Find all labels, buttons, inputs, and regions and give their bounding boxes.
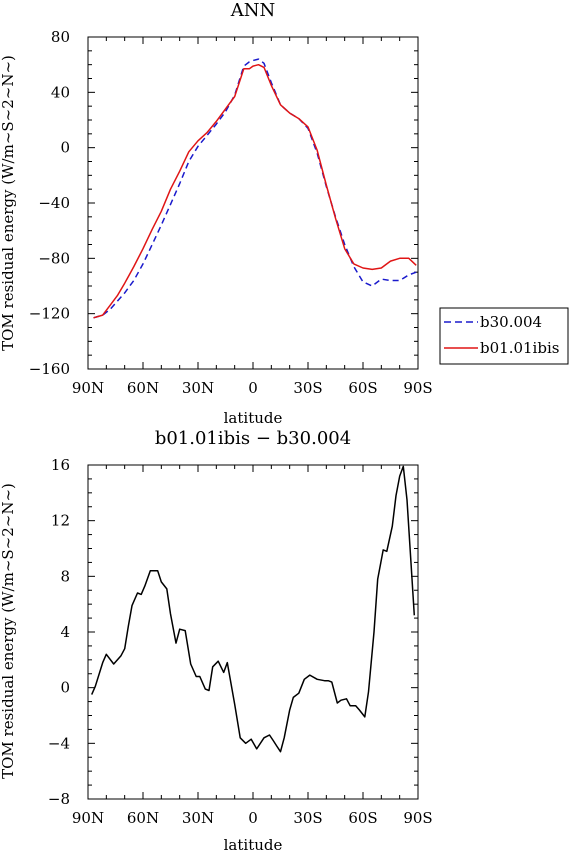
top-axis-ticks: 90N 60N 30N 0 30S 60S 90S 80 40 0 −40 −80 −120 −160 (29, 28, 433, 397)
top-x-tick-label-30n: 30N (182, 379, 214, 397)
bottom-x-tick-label-60n: 60N (127, 809, 159, 827)
bottom-chart-title: b01.01ibis − b30.004 (155, 428, 351, 449)
top-chart-title: ANN (230, 0, 276, 21)
top-y-axis-label: TOM residual energy (W/m~S~2~N~) (0, 55, 17, 351)
legend-label-b30-004: b30.004 (480, 313, 542, 331)
bottom-x-tick-label-90n: 90N (72, 809, 104, 827)
bottom-plot-frame (87, 464, 419, 800)
bottom-y-tick-label-neg8: −8 (48, 790, 70, 808)
bottom-x-tick-label-90s: 90S (403, 809, 432, 827)
bottom-x-axis-label: latitude (224, 836, 283, 852)
top-x-tick-label-30s: 30S (293, 379, 322, 397)
top-series-group (93, 58, 417, 319)
bottom-x-tick-label-60s: 60S (348, 809, 377, 827)
legend: b30.004 b01.01ibis (439, 307, 569, 365)
bottom-y-tick-label-4: 4 (60, 623, 70, 641)
top-x-axis-label: latitude (224, 409, 283, 427)
bottom-y-tick-label-16: 16 (51, 456, 70, 474)
bottom-y-tick-label-neg4: −4 (48, 734, 70, 752)
top-x-tick-label-60n: 60N (127, 379, 159, 397)
top-x-tick-label-60s: 60S (348, 379, 377, 397)
bottom-y-axis-label: TOM residual energy (W/m~S~2~N~) (0, 483, 17, 779)
bottom-y-tick-label-0: 0 (60, 679, 70, 697)
top-x-tick-label-90n: 90N (72, 379, 104, 397)
top-y-tick-label-neg120: −120 (29, 305, 70, 323)
top-panel: ANN latitude TOM residual energy (W/m~S~… (0, 0, 433, 427)
bottom-series-group (91, 465, 416, 753)
top-series-line-b30-004 (93, 58, 417, 319)
top-y-tick-label-neg80: −80 (38, 249, 70, 267)
bottom-axis-ticks: 90N 60N 30N 0 30S 60S 90S 16 12 8 4 0 −4 −8 (48, 456, 433, 827)
legend-box (439, 307, 569, 365)
top-y-tick-label-neg160: −160 (29, 360, 70, 378)
top-x-tick-label-0: 0 (248, 379, 258, 397)
bottom-panel: b01.01ibis − b30.004 latitude TOM residu… (0, 428, 433, 852)
bottom-x-tick-label-0: 0 (248, 809, 258, 827)
top-y-tick-label-80: 80 (51, 28, 70, 46)
top-series-line-b01-01ibis (93, 63, 417, 319)
legend-label-b01-01ibis: b01.01ibis (480, 339, 559, 357)
top-plot-frame (87, 36, 419, 370)
top-y-tick-label-neg40: −40 (38, 194, 70, 212)
bottom-x-tick-label-30s: 30S (293, 809, 322, 827)
bottom-x-tick-label-30n: 30N (182, 809, 214, 827)
bottom-y-tick-label-8: 8 (60, 567, 70, 585)
bottom-series-line-difference-0 (91, 465, 416, 753)
top-y-tick-label-0: 0 (60, 139, 70, 157)
bottom-y-tick-label-12: 12 (51, 512, 70, 530)
top-x-tick-label-90s: 90S (403, 379, 432, 397)
top-y-tick-label-40: 40 (51, 83, 70, 101)
